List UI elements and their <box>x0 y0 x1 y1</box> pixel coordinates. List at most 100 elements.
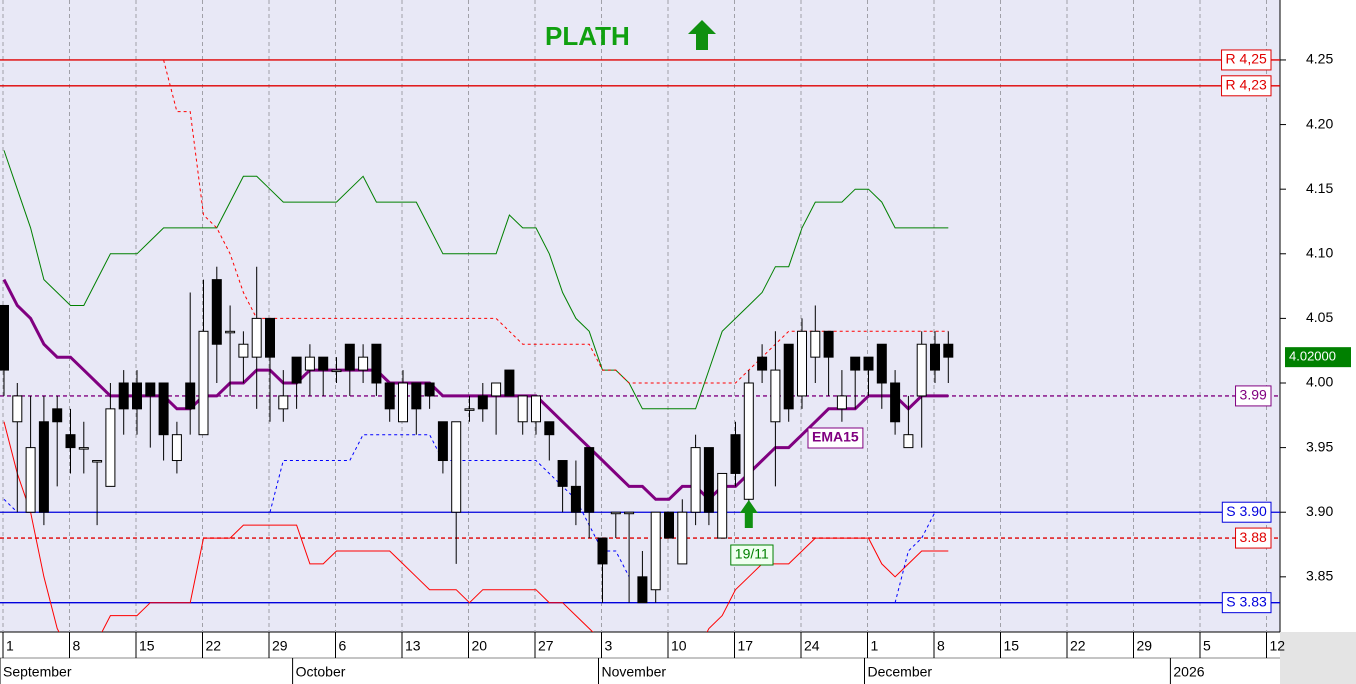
candle-body <box>65 434 76 449</box>
level-label-text: 3.99 <box>1240 387 1267 403</box>
y-tick-label: 3.90 <box>1306 503 1333 519</box>
candle-body <box>863 356 874 371</box>
plot-area <box>0 59 1280 632</box>
x-tick-label: 15 <box>139 638 155 654</box>
candle-body <box>411 382 422 410</box>
candle-body <box>251 317 262 358</box>
candle-body <box>943 343 954 358</box>
overlay-line <box>3 434 936 603</box>
candle-body <box>903 434 914 449</box>
candle-body <box>105 408 116 487</box>
candle-body <box>743 382 754 500</box>
candle-body <box>118 382 129 410</box>
x-tick-label: 27 <box>538 638 554 654</box>
x-tick-label: 1 <box>6 638 14 654</box>
y-tick-label: 4.00 <box>1306 374 1333 390</box>
level-label-box <box>1221 592 1272 614</box>
candle-body <box>876 343 887 384</box>
signal-label-text: 19/11 <box>735 546 769 562</box>
chart-title: PLATH <box>545 21 630 51</box>
candle-body <box>225 330 236 334</box>
candle-body <box>0 304 9 371</box>
candle-body <box>730 434 741 474</box>
candle-body <box>783 343 794 410</box>
level-label-text: R 4,25 <box>1226 51 1267 67</box>
candle-body <box>477 395 488 410</box>
candle-body <box>916 343 927 397</box>
candle-body <box>211 279 222 345</box>
x-tick-label: 12 <box>1270 638 1286 654</box>
candle-body <box>557 460 568 487</box>
candle-body <box>78 447 89 450</box>
x-tick-label: 22 <box>1070 638 1086 654</box>
candle-body <box>531 395 541 423</box>
x-tick-label: 20 <box>472 638 488 654</box>
candle-body <box>398 382 408 423</box>
candle-body <box>717 472 728 539</box>
candle-body <box>610 511 621 515</box>
candle-body <box>304 356 315 371</box>
level-label-text: S 3.90 <box>1226 503 1267 519</box>
candle-body <box>703 447 714 513</box>
candle-body <box>517 395 528 423</box>
x-tick-label: 3 <box>605 638 613 654</box>
candle-body <box>158 382 169 436</box>
x-tick-label: 6 <box>339 638 347 654</box>
level-label-box <box>1235 385 1272 407</box>
annotations: PLATH R 4,25 R 4,23 3.99 S 3.90 3.88 S 3.83 EM… <box>545 20 1272 614</box>
candle-body <box>291 356 302 384</box>
corner <box>1280 632 1356 684</box>
level-label-box <box>1221 75 1272 97</box>
candle-body <box>185 382 196 410</box>
candle-body <box>38 421 49 513</box>
x-tick-label: 8 <box>937 638 945 654</box>
level-label-box <box>1221 501 1272 523</box>
overlay-label-box <box>807 427 864 449</box>
candle-body <box>265 317 275 358</box>
x-tick-label: 15 <box>1004 638 1020 654</box>
x-tick-label: 29 <box>272 638 288 654</box>
month-label: 2026 <box>1173 664 1204 680</box>
candle-body <box>132 382 142 410</box>
x-tick-label: 29 <box>1137 638 1153 654</box>
candle-body <box>850 356 861 371</box>
x-tick-label: 1 <box>871 638 879 654</box>
candle-body <box>171 434 182 462</box>
y-tick-label: 4.15 <box>1306 180 1333 196</box>
y-axis-background <box>1280 0 1356 632</box>
candle-body <box>198 330 209 436</box>
month-label: December <box>868 664 933 680</box>
candle-body <box>690 447 701 513</box>
candle-body <box>358 356 369 371</box>
candle-body <box>12 395 23 423</box>
level-label-text: S 3.83 <box>1226 593 1267 609</box>
candle-body <box>624 511 635 515</box>
candle-body <box>238 343 249 358</box>
candle-body <box>384 382 395 410</box>
month-label: September <box>3 664 72 680</box>
candle-body <box>597 537 608 565</box>
last-price-box <box>1285 347 1351 368</box>
y-tick-label: 4.10 <box>1306 244 1333 260</box>
x-tick-label: 10 <box>671 638 687 654</box>
candle-body <box>823 330 834 358</box>
grid <box>2 0 1267 632</box>
candle-body <box>890 382 901 423</box>
y-tick-label: 3.85 <box>1306 568 1333 584</box>
candle-body <box>836 395 847 410</box>
y-tick-label: 4.20 <box>1306 115 1333 131</box>
overlay-line <box>3 421 949 632</box>
candle-body <box>424 382 435 397</box>
level-label-box <box>1235 527 1272 549</box>
plot-background <box>0 0 1280 632</box>
month-label: October <box>296 664 346 680</box>
candle-body <box>584 447 595 513</box>
x-tick-label: 13 <box>405 638 421 654</box>
y-tick-label: 4.05 <box>1306 309 1333 325</box>
candle-body <box>371 343 382 384</box>
month-label: November <box>602 664 667 680</box>
candle-body <box>318 356 329 371</box>
candle-body <box>145 382 156 397</box>
candle-body <box>770 369 781 423</box>
